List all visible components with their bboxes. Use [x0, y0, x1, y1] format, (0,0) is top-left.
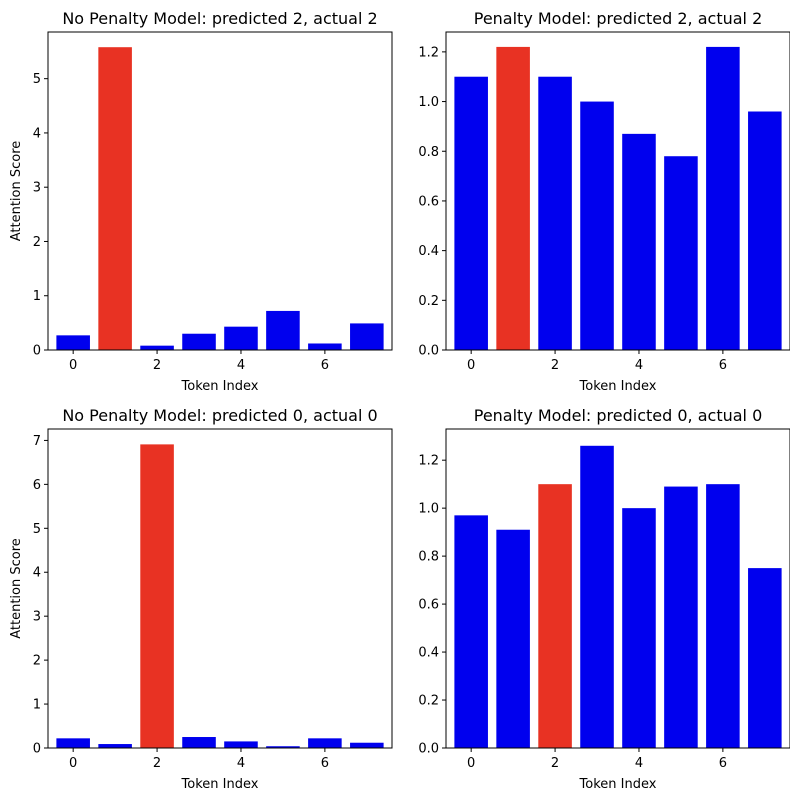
y-tick-label: 0: [33, 742, 41, 757]
bar-token-4: [622, 508, 656, 748]
highlight-bar-token-1: [98, 47, 132, 350]
x-tick-label: 6: [321, 756, 329, 771]
y-axis-label: Attention Score: [9, 538, 24, 639]
subplot-title: No Penalty Model: predicted 2, actual 2: [62, 9, 377, 28]
subplot-2: 0 2 4 6 0.0 0.2 0.4 0.6 0.8 1.0 1.2 Penalty Model: …: [418, 9, 790, 394]
bar-token-0: [56, 335, 90, 350]
bar-token-6: [308, 343, 342, 350]
x-tick-label: 6: [719, 358, 727, 373]
y-tick-label: 5: [33, 72, 41, 87]
x-tick-label: 0: [467, 358, 475, 373]
x-tick-label: 0: [467, 756, 475, 771]
x-tick-label: 0: [69, 756, 77, 771]
bar-token-4: [224, 741, 258, 748]
x-tick-label: 4: [635, 358, 643, 373]
x-axis-label: Token Index: [181, 777, 259, 792]
y-tick-label: 4: [33, 566, 41, 581]
y-tick-label: 4: [33, 126, 41, 141]
x-axis-label: Token Index: [579, 777, 657, 792]
y-tick-label: 1.2: [418, 45, 439, 60]
bar-token-3: [182, 333, 216, 350]
subplot-1: 0 2 4 6 0 1 2 3 4 5 No Penalty Model: predicted 2,…: [9, 9, 393, 394]
bar-token-3: [580, 101, 614, 350]
axes-frame: [47, 31, 393, 351]
y-tick-label: 0.2: [418, 694, 439, 709]
x-axis-label: Token Index: [181, 379, 259, 394]
bar-token-5: [266, 746, 300, 748]
x-tick-label: 2: [551, 756, 559, 771]
y-tick-label: 0.4: [418, 646, 439, 661]
y-tick-label: 6: [33, 478, 41, 493]
bar-token-7: [748, 568, 782, 748]
bar-token-6: [308, 738, 342, 748]
bar-token-1: [496, 529, 530, 748]
x-tick-label: 2: [153, 358, 161, 373]
highlight-bar-token-2: [538, 484, 572, 748]
subplot-title: Penalty Model: predicted 2, actual 2: [474, 9, 763, 28]
x-tick-label: 2: [551, 358, 559, 373]
bar-token-2: [538, 76, 572, 350]
bar-token-1: [98, 744, 132, 748]
x-axis-label: Token Index: [579, 379, 657, 394]
bar-token-2: [140, 345, 174, 350]
x-tick-label: 4: [635, 756, 643, 771]
y-tick-label: 5: [33, 522, 41, 537]
bar-token-4: [224, 326, 258, 350]
subplot-title: Penalty Model: predicted 0, actual 0: [474, 406, 763, 425]
bar-token-0: [454, 515, 488, 748]
bar-token-7: [350, 323, 384, 350]
bar-token-5: [664, 156, 698, 350]
y-tick-label: 0: [33, 344, 41, 359]
y-tick-label: 1: [33, 289, 41, 304]
y-tick-label: 1.0: [418, 95, 439, 110]
bar-token-7: [350, 742, 384, 748]
y-tick-label: 0.0: [418, 742, 439, 757]
y-tick-label: 0.4: [418, 244, 439, 259]
bar-token-5: [266, 310, 300, 350]
highlight-bar-token-1: [496, 46, 530, 350]
y-tick-label: 1.0: [418, 502, 439, 517]
y-tick-label: 0.6: [418, 194, 439, 209]
y-tick-label: 7: [33, 434, 41, 449]
bar-token-3: [580, 445, 614, 748]
x-tick-label: 6: [321, 358, 329, 373]
y-tick-label: 0.0: [418, 344, 439, 359]
subplot-3: 0 2 4 6 0 1 2 3 4 5 6 7 No Penalty Model: predicted …: [9, 406, 393, 792]
x-tick-label: 0: [69, 358, 77, 373]
y-tick-label: 1: [33, 698, 41, 713]
y-tick-label: 1.2: [418, 454, 439, 469]
y-tick-label: 2: [33, 654, 41, 669]
bar-token-6: [706, 484, 740, 748]
y-tick-label: 0.6: [418, 598, 439, 613]
x-tick-label: 2: [153, 756, 161, 771]
y-axis-label: Attention Score: [9, 141, 24, 242]
bar-token-6: [706, 46, 740, 350]
y-tick-label: 0.2: [418, 294, 439, 309]
bar-token-3: [182, 737, 216, 748]
bar-token-5: [664, 486, 698, 748]
subplot-4: 0 2 4 6 0.0 0.2 0.4 0.6 0.8 1.0 1.2 Penalty Model: …: [418, 406, 790, 792]
y-tick-label: 0.8: [418, 145, 439, 160]
y-tick-label: 2: [33, 235, 41, 250]
axes-frame: [445, 428, 790, 749]
subplot-title: No Penalty Model: predicted 0, actual 0: [62, 406, 377, 425]
bar-token-0: [454, 76, 488, 350]
y-tick-label: 3: [33, 610, 41, 625]
axes-frame: [445, 31, 790, 351]
y-tick-label: 3: [33, 181, 41, 196]
highlight-bar-token-2: [140, 444, 174, 748]
bar-token-0: [56, 738, 90, 748]
bar-token-4: [622, 133, 656, 350]
axes-frame: [47, 428, 393, 749]
bar-token-7: [748, 111, 782, 350]
x-tick-label: 6: [719, 756, 727, 771]
x-tick-label: 4: [237, 756, 245, 771]
x-tick-label: 4: [237, 358, 245, 373]
y-tick-label: 0.8: [418, 550, 439, 565]
